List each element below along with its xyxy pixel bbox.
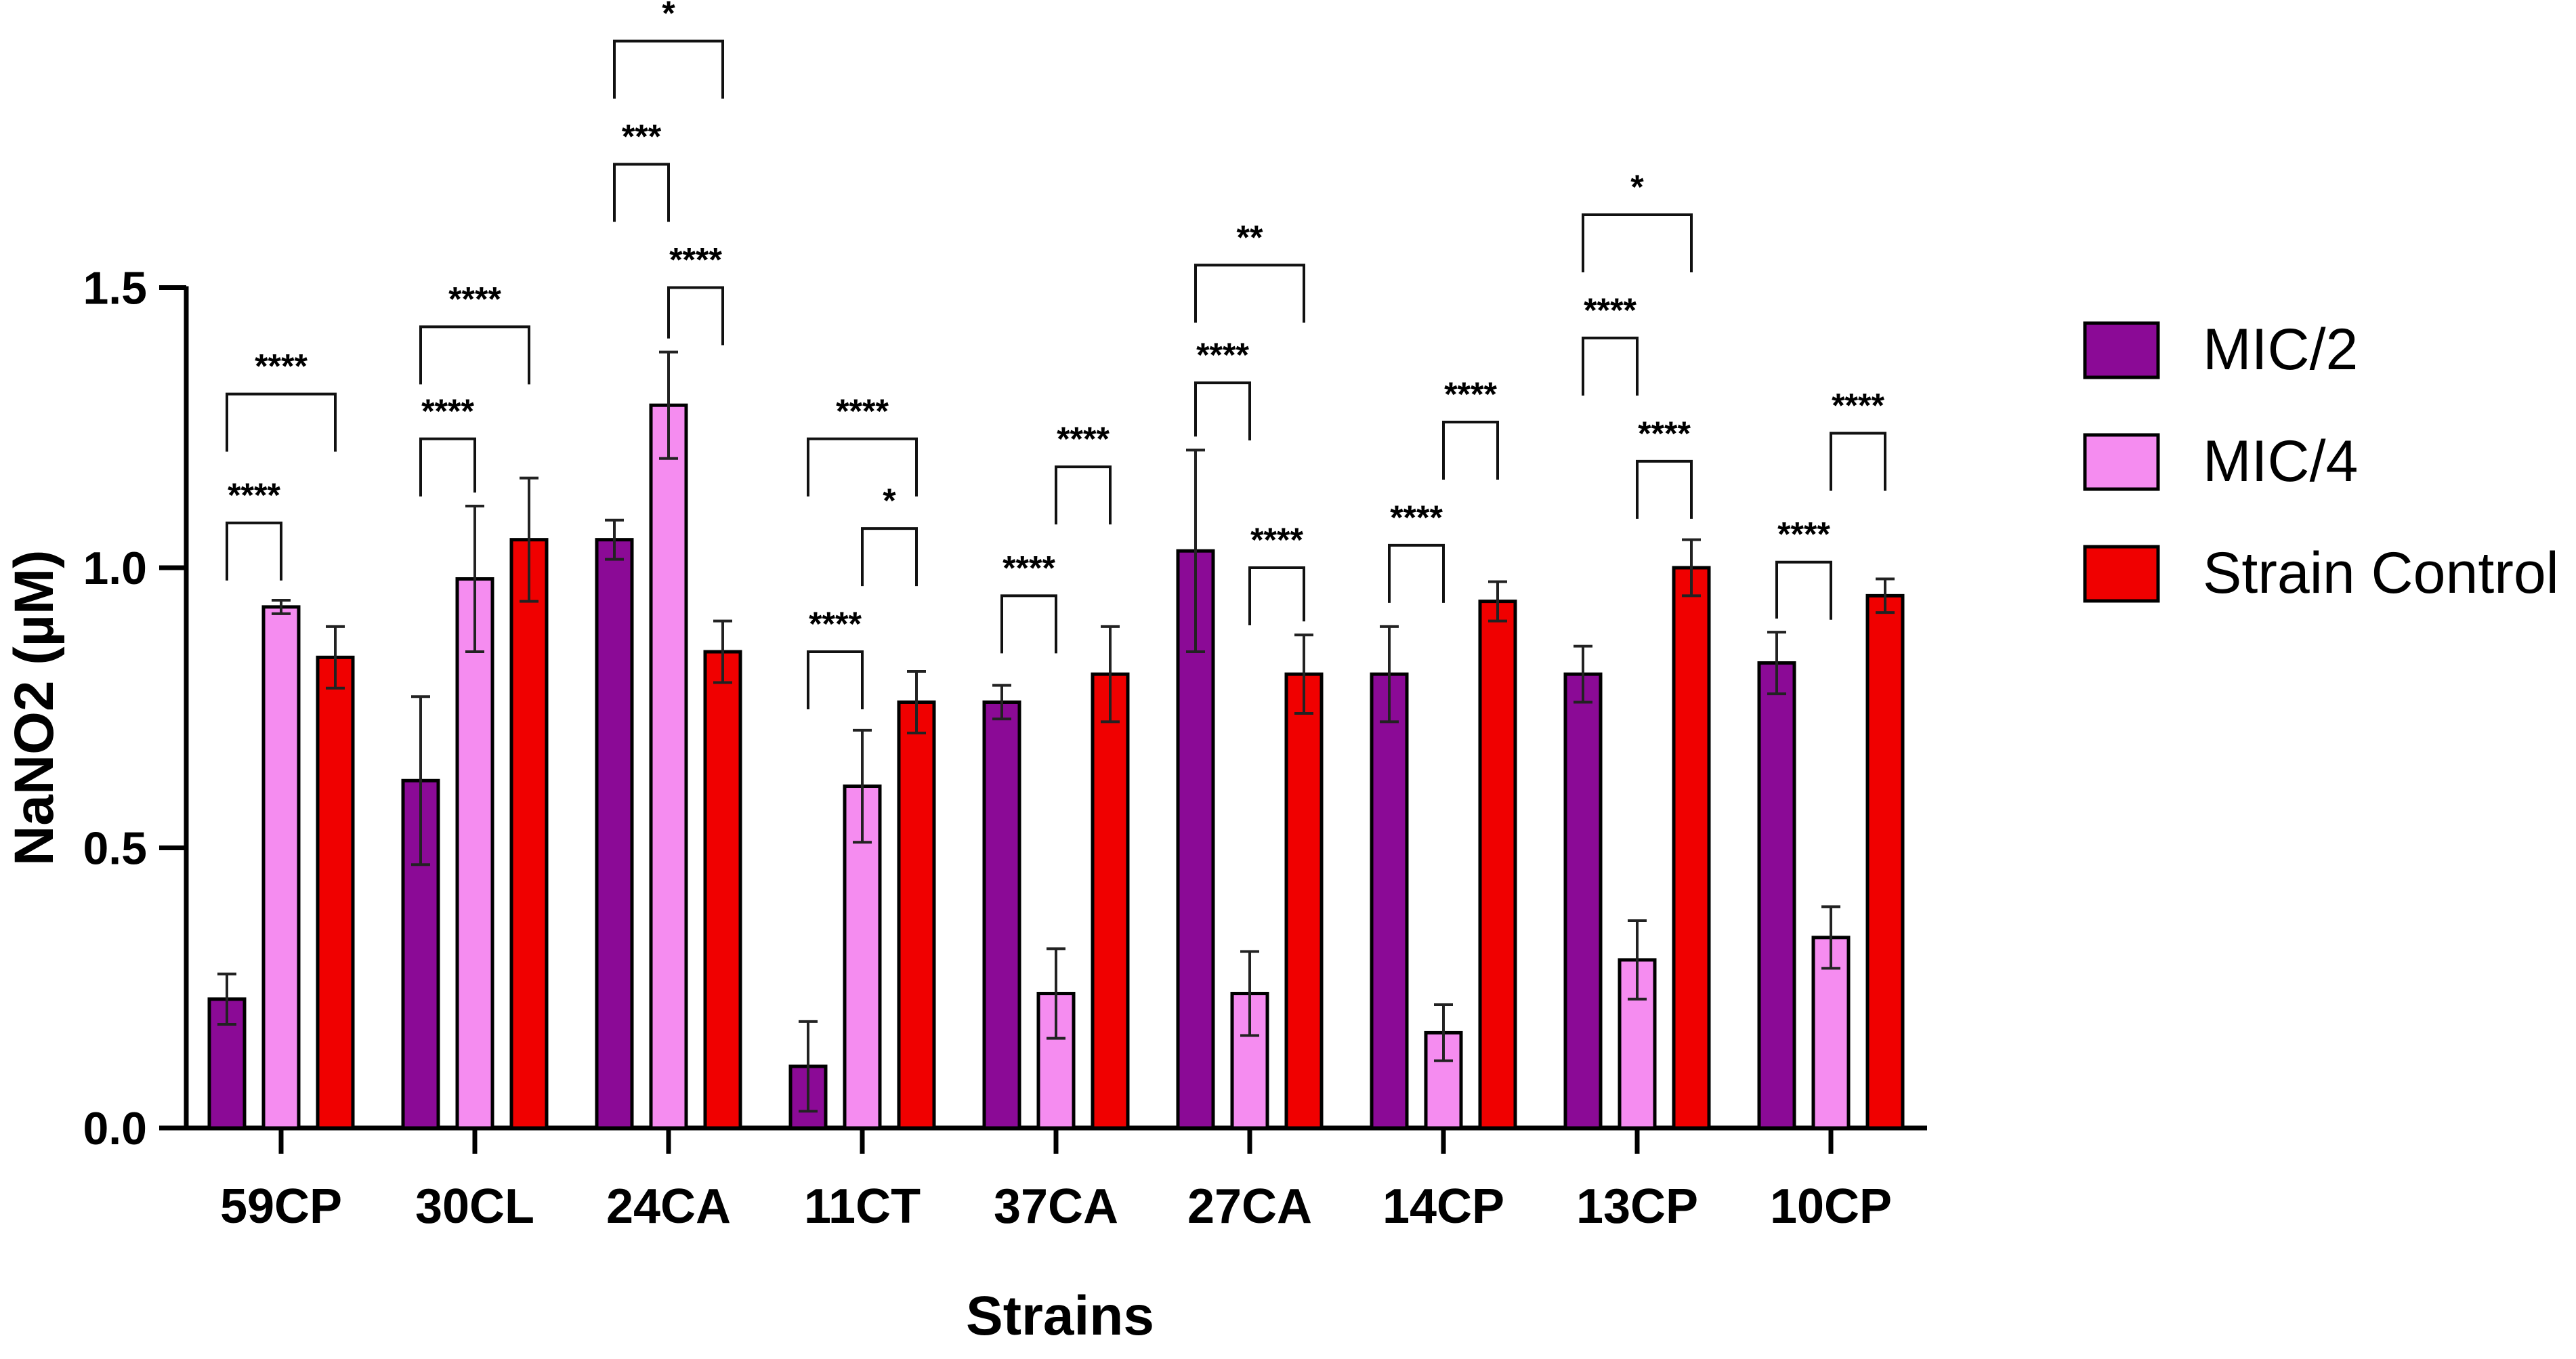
significance-bracket [1248,566,1305,625]
significance-label: *** [622,118,662,156]
legend-swatch [2083,545,2160,603]
bar-mic-4 [1230,992,1269,1130]
significance-label: * [883,482,896,520]
y-tick-label: 0.0 [83,1103,147,1154]
y-tick-label: 0.5 [83,823,147,875]
significance-label: * [662,0,675,33]
legend-swatch [2083,321,2160,379]
significance-bracket [861,527,918,587]
significance-bracket [1582,336,1639,396]
bar-mic-4 [649,403,688,1130]
significance-label: * [1630,168,1644,206]
significance-bracket [1442,420,1499,480]
significance-bracket [1000,594,1057,654]
significance-bracket [1830,432,1886,491]
bar-mic-2 [1370,672,1409,1130]
y-axis-title: NaNO2 (µM) [3,550,65,866]
significance-bracket [1582,213,1693,272]
y-tick-label: 1.5 [83,263,147,314]
legend: MIC/2 MIC/4 Strain Control [2083,317,2559,606]
bar-strain-control [1091,672,1130,1130]
significance-label: **** [1057,420,1110,458]
significance-label: **** [1777,516,1830,553]
significance-bracket [1636,459,1693,519]
bar-mic-4 [1424,1030,1463,1130]
significance-bracket [613,163,670,222]
significance-bracket [667,286,724,346]
significance-label: **** [448,280,501,318]
significance-bracket [1194,264,1305,323]
x-tick-label: 59CP [220,1179,342,1234]
significance-label: **** [1584,291,1637,329]
bar-mic-2 [982,700,1021,1130]
x-tick-label: 30CL [415,1179,534,1234]
significance-bracket [613,39,724,99]
significance-label: ** [1237,218,1263,256]
significance-label: **** [1250,521,1303,559]
bar-strain-control [897,700,936,1130]
significance-label: **** [669,241,722,279]
x-tick-label: 14CP [1382,1179,1504,1234]
significance-bracket [807,437,918,497]
x-tick-label: 10CP [1770,1179,1892,1234]
bar-mic-2 [595,538,634,1130]
legend-label: MIC/2 [2203,317,2358,382]
bar-strain-control [1865,593,1905,1130]
significance-bracket [1775,560,1832,620]
significance-bracket [1055,465,1112,525]
bar-mic-2 [1757,661,1796,1130]
significance-label: **** [836,392,889,430]
bar-mic-4 [455,577,494,1130]
significance-bracket [226,521,282,581]
bar-mic-4 [261,605,301,1130]
significance-bracket [1194,381,1251,441]
x-axis-title: Strains [966,1285,1154,1347]
significance-label: **** [809,605,862,643]
x-tick-label: 37CA [994,1179,1118,1234]
significance-bracket [226,392,337,452]
bars-layer [207,350,1905,1130]
x-tick-label: 24CA [606,1179,731,1234]
significance-bracket [419,325,530,385]
bar-mic-2 [1563,672,1603,1130]
bar-strain-control [1672,566,1711,1130]
bar-strain-control [1284,672,1324,1130]
significance-label: **** [421,392,474,430]
legend-label: MIC/4 [2203,429,2358,494]
axes-layer: 0.0 0.5 1.0 1.5 NaNO2 (µM) Strains 59CP 30CL 24C… [3,263,1927,1347]
significance-layer: ****************************************… [226,0,1886,710]
bar-strain-control [1478,600,1517,1130]
x-tick-label: 13CP [1576,1179,1698,1234]
significance-label: **** [1832,387,1884,425]
significance-label: **** [1638,415,1691,453]
bar-strain-control [316,655,355,1130]
significance-label: **** [1444,375,1497,413]
legend-swatch [2083,433,2160,491]
bar-strain-control [703,650,742,1130]
significance-label: **** [1390,499,1443,537]
significance-label: **** [255,348,308,385]
significance-bracket [419,437,476,497]
significance-label: **** [1196,336,1249,374]
significance-label: **** [228,476,280,514]
significance-label: **** [1002,549,1055,587]
x-tick-label: 27CA [1187,1179,1312,1234]
y-tick-label: 1.0 [83,543,147,594]
significance-bracket [807,650,864,710]
x-tick-label: 11CT [804,1179,921,1234]
legend-label: Strain Control [2203,541,2559,606]
significance-bracket [1388,543,1445,603]
bar-strain-control [509,538,549,1130]
